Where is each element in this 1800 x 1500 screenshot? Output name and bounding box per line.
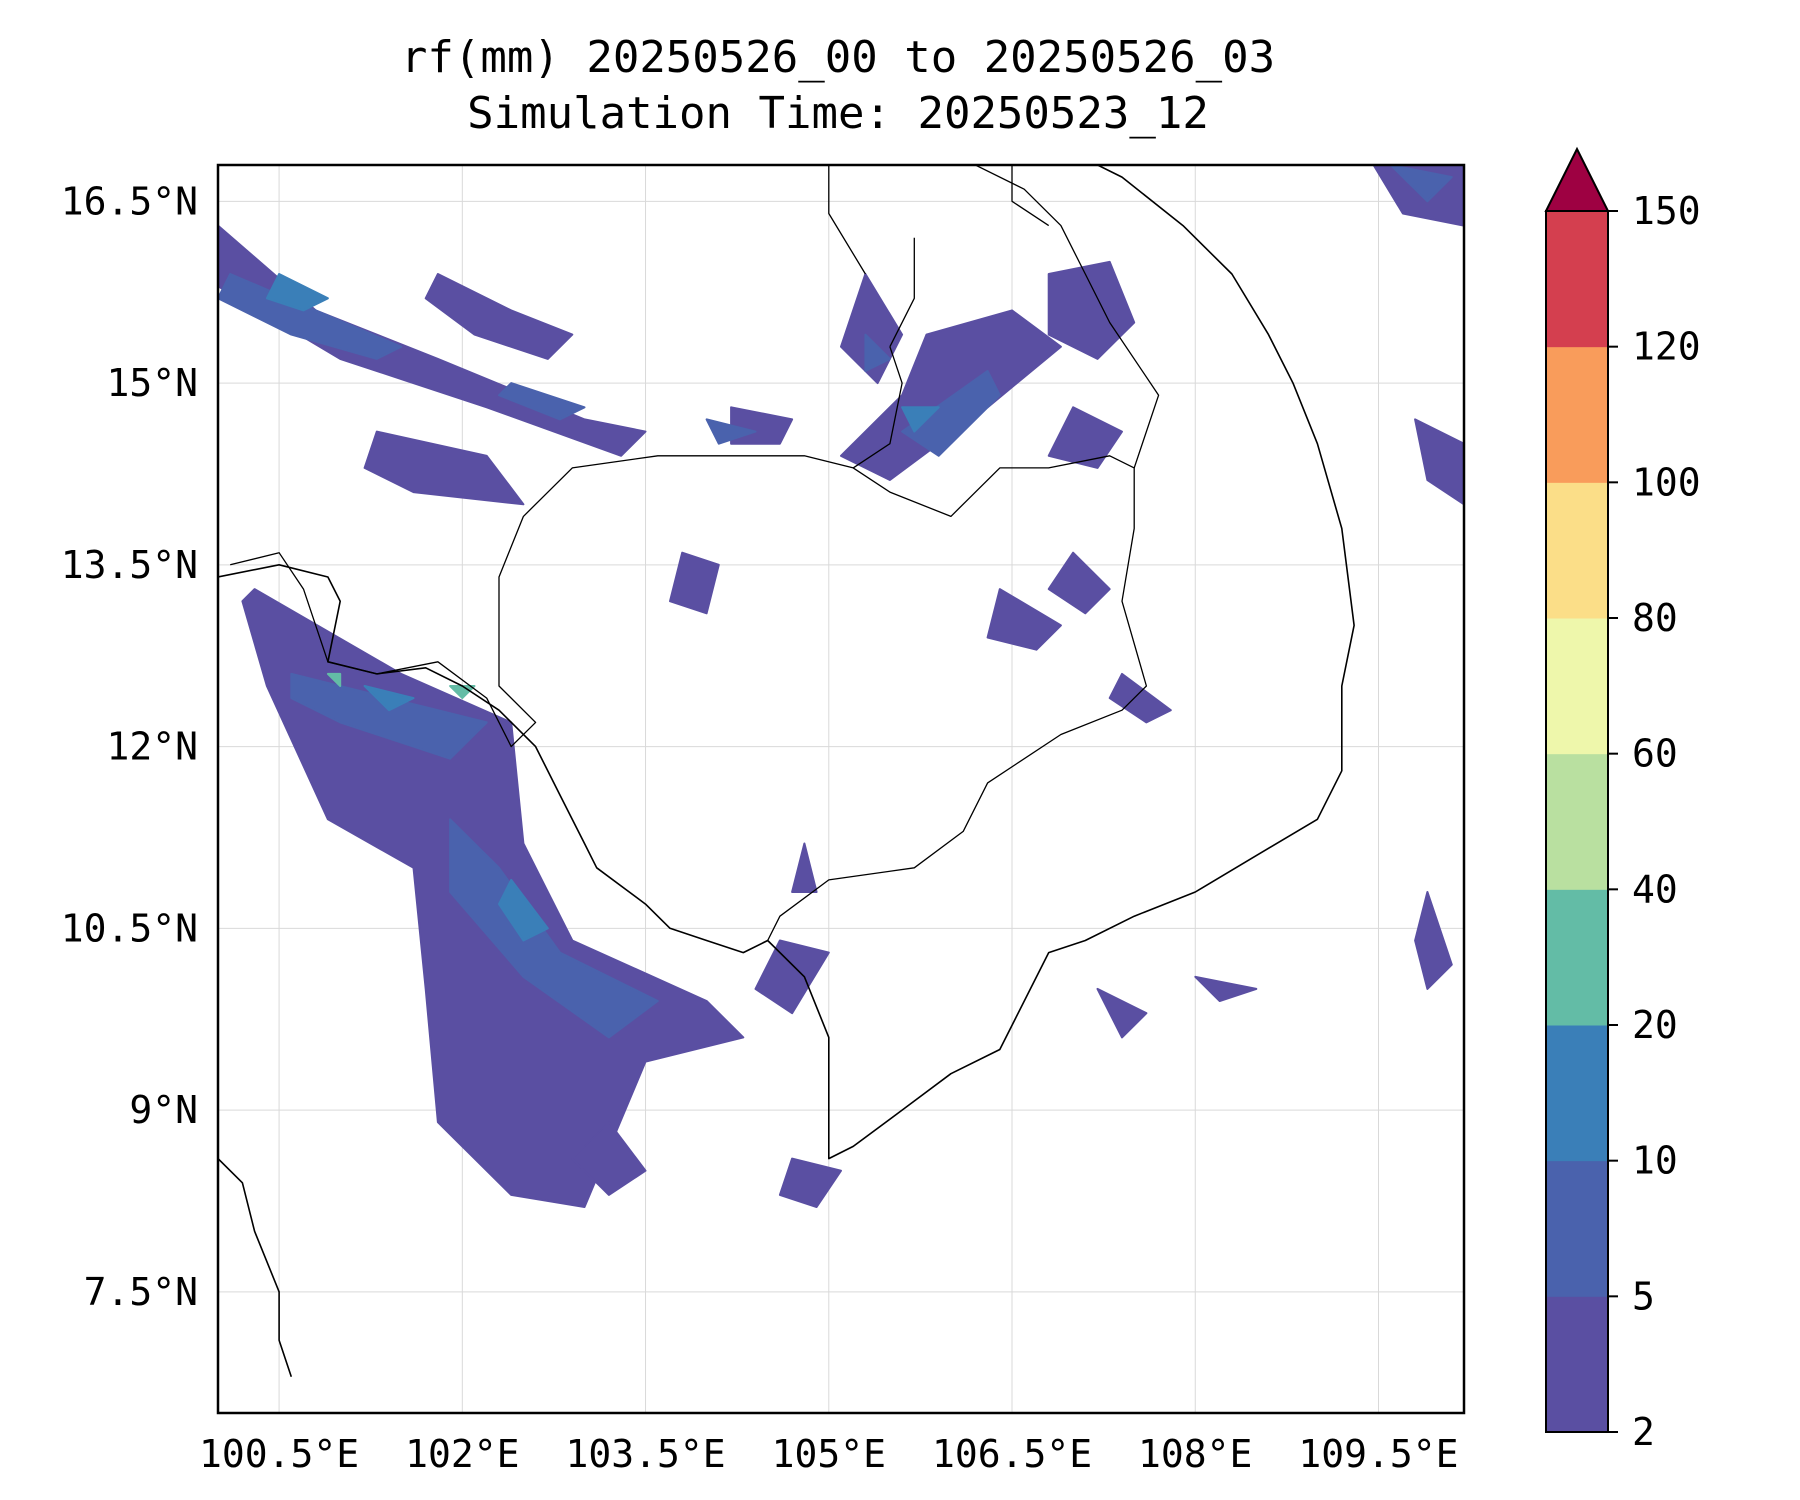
rainfall-field xyxy=(218,165,1464,1208)
lat-tick-label: 12°N xyxy=(106,725,198,769)
rain-area-5-10 xyxy=(864,333,891,372)
colorbar-segment xyxy=(1546,1160,1608,1297)
colorbar-segment xyxy=(1546,1025,1608,1162)
lat-tick-label: 16.5°N xyxy=(61,179,198,223)
map-frame xyxy=(216,163,1466,1415)
lon-tick-label: 103.5°E xyxy=(565,1432,725,1476)
lat-tick-label: 7.5°N xyxy=(84,1270,198,1314)
longitude-axis: 100.5°E 102°E 103.5°E 105°E 106.5°E 108°E 109.… xyxy=(199,1432,1459,1476)
colorbar-segment xyxy=(1546,482,1608,619)
rain-area-5-10 xyxy=(218,273,403,360)
rain-area-2-5 xyxy=(1414,891,1453,990)
rain-area-10-20 xyxy=(363,685,415,712)
colorbar-frame xyxy=(1545,210,1609,1433)
border-5 xyxy=(1011,165,1050,227)
rain-area-5-10 xyxy=(498,382,586,421)
figure-title-line-1: rf(mm) 20250526_00 to 20250526_03 xyxy=(401,32,1275,83)
rain-area-2-5 xyxy=(1108,672,1172,724)
colorbar-tick-label: 5 xyxy=(1632,1274,1655,1318)
rain-area-2-5 xyxy=(778,1157,842,1208)
colorbar-segment xyxy=(1546,753,1608,890)
colorbar: 2 5 10 20 40 60 80 100 120 150 xyxy=(1544,146,1701,1454)
rain-area-2-5 xyxy=(791,842,818,893)
colorbar-segment xyxy=(1546,889,1608,1026)
figure-title-line-2: Simulation Time: 20250523_12 xyxy=(467,88,1209,139)
coastline-0 xyxy=(218,165,1355,1160)
rain-area-2-5 xyxy=(1414,418,1464,506)
colorbar-tick-label: 150 xyxy=(1632,189,1701,233)
rain-area-2-5 xyxy=(571,1121,647,1196)
map-panel xyxy=(216,163,1466,1415)
colorbar-segment xyxy=(1546,1296,1608,1433)
lon-tick-label: 108°E xyxy=(1138,1432,1252,1476)
colorbar-tick-label: 40 xyxy=(1632,867,1678,911)
lon-tick-label: 109.5°E xyxy=(1298,1432,1458,1476)
border-4 xyxy=(828,165,866,275)
border-1 xyxy=(852,346,903,469)
rain-area-10-20 xyxy=(265,273,329,312)
rain-area-2-5 xyxy=(363,430,525,506)
rain-area-20-40 xyxy=(326,672,342,687)
rain-area-2-5 xyxy=(1047,551,1111,615)
latitude-axis: 16.5°N 15°N 13.5°N 12°N 10.5°N 9°N 7.5°N xyxy=(61,179,198,1313)
colorbar-tick-label: 80 xyxy=(1632,596,1678,640)
lat-tick-label: 15°N xyxy=(106,361,198,405)
colorbar-segment xyxy=(1546,618,1608,755)
border-2 xyxy=(889,237,915,347)
lat-tick-label: 10.5°N xyxy=(61,906,198,950)
rain-area-5-10 xyxy=(290,672,488,760)
rain-area-2-5 xyxy=(1047,260,1136,360)
coastline-1 xyxy=(218,1158,293,1377)
rain-area-2-5 xyxy=(669,551,720,615)
rain-area-2-5 xyxy=(754,939,830,1015)
colorbar-tick-label: 100 xyxy=(1632,460,1701,504)
lon-tick-label: 102°E xyxy=(405,1432,519,1476)
rain-area-2-5 xyxy=(1096,987,1148,1039)
lon-tick-label: 100.5°E xyxy=(199,1432,359,1476)
colorbar-tick-label: 60 xyxy=(1632,732,1678,776)
rain-area-5-10 xyxy=(705,418,757,445)
rain-area-10-20 xyxy=(498,878,549,942)
colorbar-segment xyxy=(1546,346,1608,483)
rain-area-5-10 xyxy=(901,370,1001,457)
colorbar-tick-label: 20 xyxy=(1632,1003,1678,1047)
lat-tick-label: 9°N xyxy=(129,1088,198,1132)
colorbar-segment xyxy=(1546,211,1608,348)
colorbar-tick-label: 10 xyxy=(1632,1139,1678,1183)
rain-area-10-20 xyxy=(901,406,940,433)
rain-area-2-5 xyxy=(1194,975,1258,1002)
coastlines xyxy=(218,165,1355,1377)
border-3 xyxy=(973,165,1160,469)
rain-area-5-10 xyxy=(1389,165,1453,203)
country-borders xyxy=(230,165,1160,941)
rain-area-2-5 xyxy=(1047,406,1123,469)
colorbar-extend-arrow xyxy=(1544,146,1610,212)
colorbar-tick-label: 2 xyxy=(1632,1410,1655,1454)
lon-tick-label: 106.5°E xyxy=(932,1432,1092,1476)
rain-area-2-5 xyxy=(424,273,574,360)
lat-tick-label: 13.5°N xyxy=(61,543,198,587)
colorbar-tick-label: 120 xyxy=(1632,325,1701,369)
lon-tick-label: 105°E xyxy=(772,1432,886,1476)
rain-area-2-5 xyxy=(986,588,1062,651)
